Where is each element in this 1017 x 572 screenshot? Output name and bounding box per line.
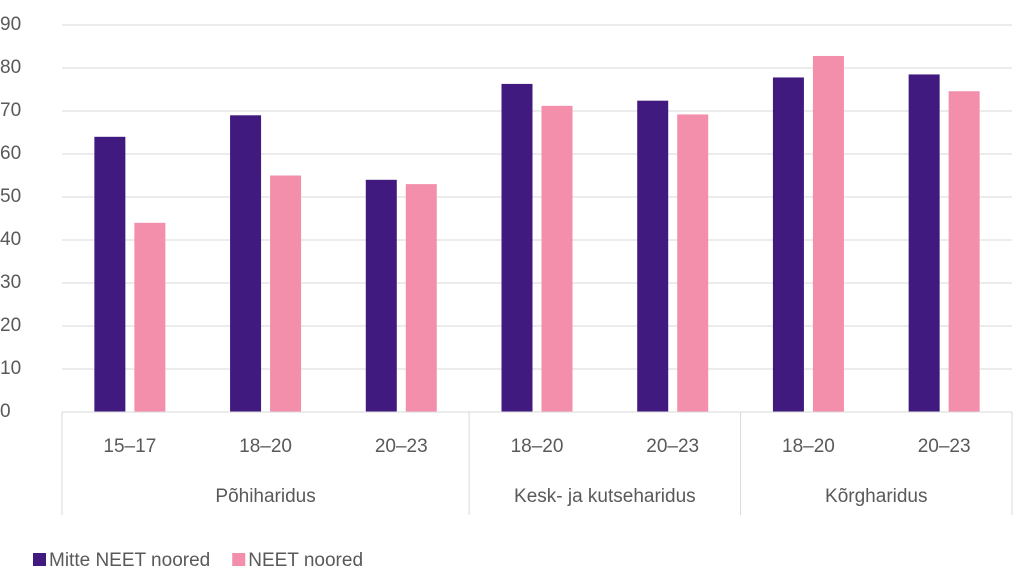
group-label: Kesk- ja kutseharidus	[514, 486, 696, 507]
legend-label: Mitte NEET noored	[49, 550, 210, 571]
bar	[230, 115, 262, 413]
bar	[541, 105, 573, 412]
bar	[365, 179, 397, 412]
bar	[948, 91, 980, 412]
legend-label: NEET noored	[248, 550, 363, 571]
y-tick-label: 60	[0, 143, 21, 164]
legend-swatch	[232, 553, 246, 566]
x-tick-label: 18–20	[782, 436, 835, 457]
bar	[134, 222, 166, 412]
bar	[772, 77, 804, 413]
y-tick-label: 70	[0, 100, 21, 121]
y-tick-label: 50	[0, 186, 21, 207]
legend-swatch	[33, 553, 46, 566]
bar	[405, 184, 437, 412]
bar	[637, 100, 669, 413]
bar	[812, 55, 844, 413]
x-tick-label: 20–23	[375, 436, 428, 457]
bar	[501, 83, 533, 412]
y-tick-label: 90	[0, 14, 21, 35]
y-tick-label: 40	[0, 229, 21, 250]
x-tick-label: 15–17	[103, 436, 156, 457]
x-tick-label: 18–20	[239, 436, 292, 457]
x-tick-label: 20–23	[918, 436, 971, 457]
y-tick-label: 30	[0, 272, 21, 293]
bar	[908, 74, 940, 412]
x-tick-label: 20–23	[646, 436, 699, 457]
bar	[94, 136, 126, 413]
y-tick-label: 20	[0, 315, 21, 336]
group-label: Kõrgharidus	[825, 486, 927, 507]
bar	[270, 175, 302, 412]
group-label: Põhiharidus	[215, 486, 315, 507]
bar	[677, 114, 709, 412]
y-tick-label: 80	[0, 57, 21, 78]
y-tick-label: 0	[0, 401, 11, 422]
x-tick-label: 18–20	[511, 436, 564, 457]
y-tick-label: 10	[0, 358, 21, 379]
